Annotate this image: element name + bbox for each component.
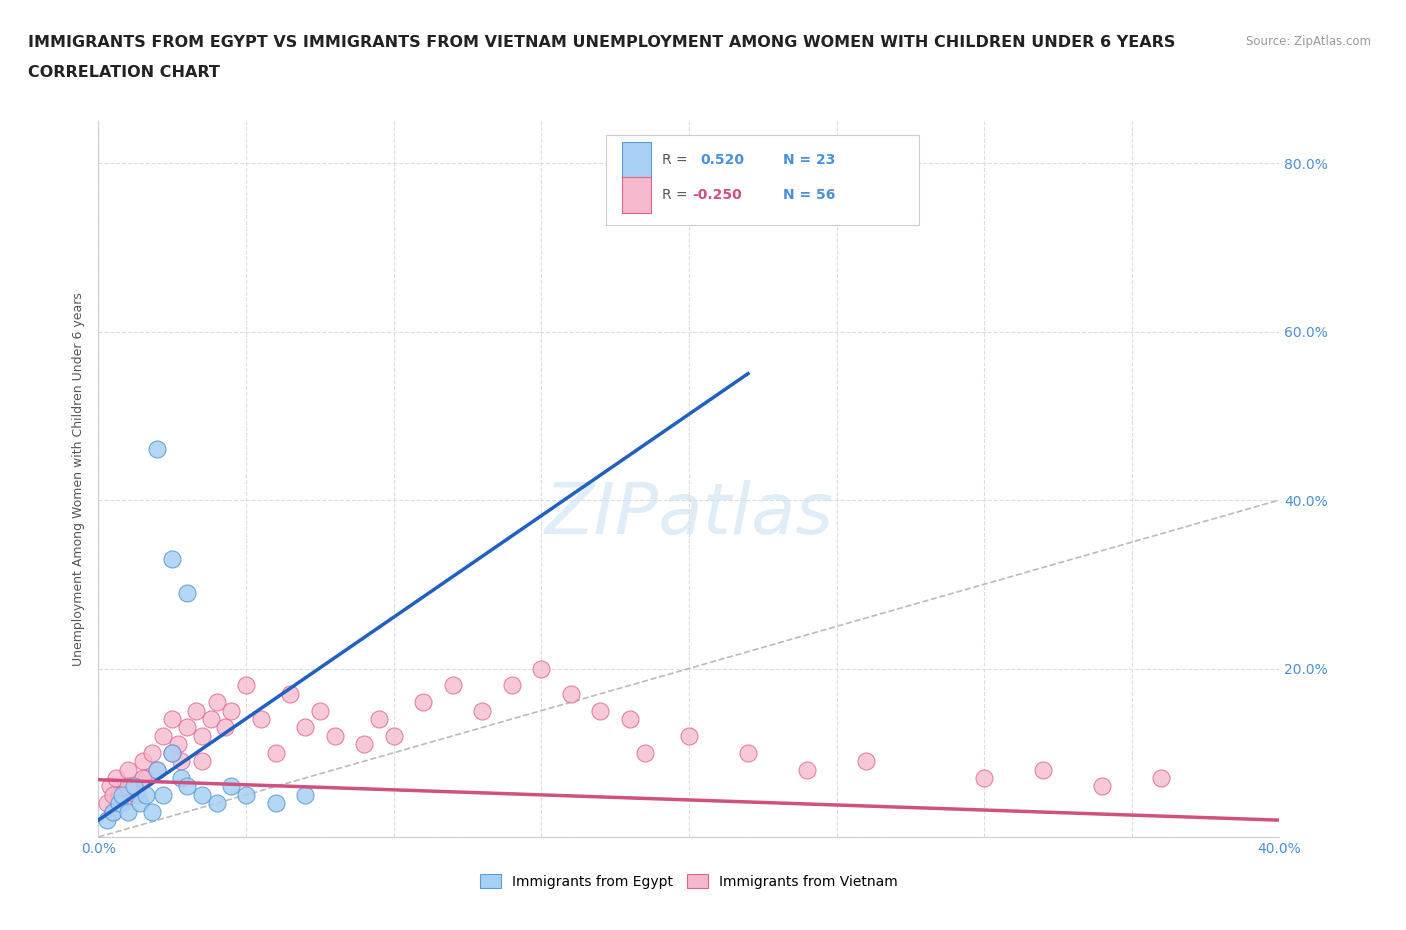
Y-axis label: Unemployment Among Women with Children Under 6 years: Unemployment Among Women with Children U…	[72, 292, 86, 666]
Point	[235, 788, 257, 803]
Text: N = 23: N = 23	[783, 153, 835, 167]
Point	[128, 796, 150, 811]
Point	[132, 753, 155, 768]
Point	[141, 745, 163, 760]
Point	[117, 804, 139, 819]
Point	[170, 753, 193, 768]
Point	[294, 720, 316, 735]
Point	[205, 796, 228, 811]
Point	[264, 745, 287, 760]
Point	[1091, 779, 1114, 794]
Point	[176, 720, 198, 735]
Point	[98, 779, 121, 794]
Point	[122, 779, 145, 794]
Point	[125, 788, 148, 803]
Point	[235, 678, 257, 693]
Text: 0.520: 0.520	[700, 153, 745, 167]
Point	[162, 711, 183, 726]
Point	[221, 703, 243, 718]
Point	[412, 695, 434, 710]
Text: ZIPatlas: ZIPatlas	[544, 480, 834, 550]
Point	[634, 745, 657, 760]
Point	[176, 779, 198, 794]
Point	[184, 703, 207, 718]
Point	[96, 813, 118, 828]
Point	[135, 771, 157, 786]
Point	[471, 703, 494, 718]
Point	[560, 686, 582, 701]
Point	[162, 745, 183, 760]
Point	[103, 804, 125, 819]
Point	[146, 763, 169, 777]
Point	[382, 728, 405, 743]
Point	[368, 711, 391, 726]
Point	[162, 745, 183, 760]
Point	[103, 788, 125, 803]
Point	[152, 788, 174, 803]
Text: N = 56: N = 56	[783, 188, 835, 202]
Point	[111, 796, 134, 811]
Point	[855, 753, 877, 768]
Point	[167, 737, 190, 751]
Point	[973, 771, 995, 786]
Point	[191, 788, 214, 803]
Point	[120, 779, 142, 794]
Point	[191, 753, 214, 768]
Point	[135, 788, 157, 803]
Point	[280, 686, 302, 701]
Point	[589, 703, 612, 718]
Point	[170, 771, 193, 786]
Point	[205, 695, 228, 710]
Point	[105, 771, 128, 786]
Point	[108, 796, 131, 811]
Point	[323, 728, 346, 743]
Point	[1032, 763, 1054, 777]
Text: R =: R =	[662, 153, 692, 167]
Point	[146, 763, 169, 777]
Point	[441, 678, 464, 693]
Legend: Immigrants from Egypt, Immigrants from Vietnam: Immigrants from Egypt, Immigrants from V…	[475, 869, 903, 895]
Point	[176, 585, 198, 600]
Point	[264, 796, 287, 811]
Point	[111, 788, 134, 803]
Point	[530, 661, 553, 676]
Point	[200, 711, 222, 726]
Point	[141, 804, 163, 819]
Point	[353, 737, 375, 751]
Point	[152, 728, 174, 743]
Text: CORRELATION CHART: CORRELATION CHART	[28, 65, 219, 80]
Point	[108, 788, 131, 803]
Point	[96, 796, 118, 811]
Point	[796, 763, 818, 777]
Point	[132, 771, 155, 786]
Point	[221, 779, 243, 794]
Point	[250, 711, 273, 726]
Text: IMMIGRANTS FROM EGYPT VS IMMIGRANTS FROM VIETNAM UNEMPLOYMENT AMONG WOMEN WITH C: IMMIGRANTS FROM EGYPT VS IMMIGRANTS FROM…	[28, 35, 1175, 50]
Point	[146, 442, 169, 457]
Text: Source: ZipAtlas.com: Source: ZipAtlas.com	[1246, 35, 1371, 48]
Point	[737, 745, 759, 760]
Text: -0.250: -0.250	[693, 188, 742, 202]
Point	[678, 728, 700, 743]
Point	[191, 728, 214, 743]
Point	[294, 788, 316, 803]
FancyBboxPatch shape	[606, 135, 920, 225]
FancyBboxPatch shape	[621, 177, 651, 213]
Point	[214, 720, 236, 735]
Point	[1150, 771, 1173, 786]
Point	[619, 711, 641, 726]
Point	[309, 703, 332, 718]
Point	[117, 763, 139, 777]
Point	[501, 678, 523, 693]
Point	[117, 779, 139, 794]
Point	[103, 804, 125, 819]
Text: R =: R =	[662, 188, 692, 202]
FancyBboxPatch shape	[621, 142, 651, 179]
Point	[162, 551, 183, 566]
